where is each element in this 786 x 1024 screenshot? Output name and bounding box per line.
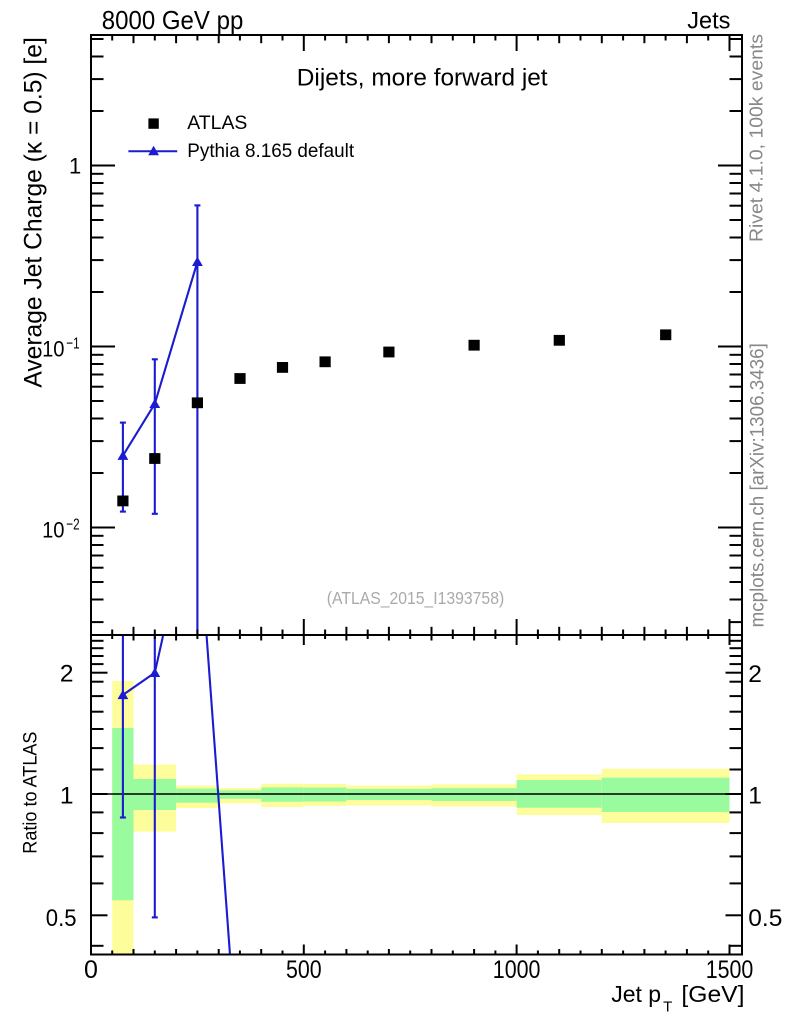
svg-text:Pythia 8.165 default: Pythia 8.165 default: [187, 140, 354, 162]
svg-text:1: 1: [748, 783, 762, 810]
svg-text:1: 1: [69, 153, 81, 178]
svg-text:Average Jet Charge (κ = 0.5) [: Average Jet Charge (κ = 0.5) [e]: [21, 37, 48, 387]
svg-text:Rivet 4.1.0, 100k events: Rivet 4.1.0, 100k events: [746, 34, 766, 242]
svg-text:8000 GeV pp: 8000 GeV pp: [102, 5, 244, 35]
svg-text:−1: −1: [66, 336, 79, 353]
svg-text:−2: −2: [66, 517, 79, 534]
svg-text:(ATLAS_2015_I1393758): (ATLAS_2015_I1393758): [327, 588, 504, 609]
svg-text:[GeV]: [GeV]: [681, 981, 744, 1007]
svg-text:1500: 1500: [706, 956, 754, 984]
svg-text:Jet p: Jet p: [611, 981, 661, 1007]
svg-text:Dijets, more forward jet: Dijets, more forward jet: [297, 65, 548, 92]
svg-text:500: 500: [286, 956, 322, 984]
svg-text:0.5: 0.5: [46, 905, 77, 932]
svg-text:T: T: [663, 999, 672, 1016]
svg-text:10: 10: [42, 337, 64, 362]
svg-text:mcplots.cern.ch [arXiv:1306.34: mcplots.cern.ch [arXiv:1306.3436]: [747, 343, 768, 627]
svg-text:Ratio to ATLAS: Ratio to ATLAS: [20, 732, 41, 854]
svg-text:Jets: Jets: [687, 8, 730, 35]
svg-text:2: 2: [60, 661, 74, 688]
svg-text:ATLAS: ATLAS: [187, 112, 247, 134]
svg-text:10: 10: [42, 518, 64, 543]
svg-text:1000: 1000: [493, 956, 541, 984]
svg-text:2: 2: [748, 661, 762, 688]
svg-text:0.5: 0.5: [748, 905, 782, 932]
svg-text:0: 0: [84, 956, 98, 984]
svg-text:1: 1: [60, 783, 74, 810]
